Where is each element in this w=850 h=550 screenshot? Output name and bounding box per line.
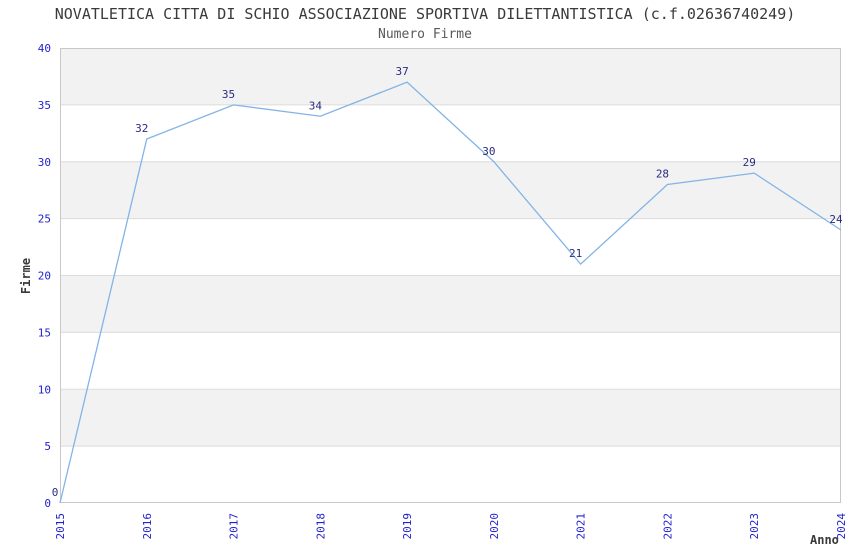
x-tick-label: 2018: [314, 513, 327, 540]
data-point-label: 34: [309, 99, 323, 112]
grid-band: [60, 161, 841, 219]
y-tick-label: 40: [38, 42, 51, 55]
data-point-label: 21: [569, 247, 582, 260]
y-tick-label: 0: [44, 497, 51, 510]
line-series: [59, 81, 842, 504]
data-point-label: 28: [656, 168, 669, 181]
y-axis-title: Firme: [19, 257, 34, 295]
grid-band: [60, 389, 841, 447]
grid-band: [60, 218, 841, 276]
chart-title: NOVATLETICA CITTA DI SCHIO ASSOCIAZIONE …: [54, 5, 796, 23]
x-tick-label: 2019: [401, 513, 414, 540]
data-point-label: 35: [222, 88, 235, 101]
y-tick-label: 25: [38, 213, 51, 226]
x-tick-label: 2022: [661, 513, 674, 540]
data-point-label: 24: [829, 213, 843, 226]
x-tick-label: 2015: [54, 513, 67, 540]
grid-band: [60, 104, 841, 162]
y-tick-label: 5: [44, 440, 51, 453]
y-tick-label: 10: [38, 383, 51, 396]
y-tick-label: 15: [38, 326, 51, 339]
x-tick-label: 2017: [228, 513, 241, 540]
grid-band: [60, 275, 841, 333]
grid-band: [60, 332, 841, 390]
plot-border: [60, 48, 841, 503]
plot-area: 0 32 35 34 37 30 21 28 29 24 0 5 10 15 20 25 30 35 40 2015 2…: [38, 42, 848, 540]
x-axis-title: Anno: [810, 533, 839, 547]
chart-subtitle: Numero Firme: [378, 27, 472, 42]
data-point-label: 0: [52, 486, 59, 499]
data-point-label: 29: [743, 156, 756, 169]
x-tick-label: 2023: [748, 513, 761, 540]
y-tick-label: 30: [38, 156, 51, 169]
x-tick-label: 2024: [835, 513, 848, 540]
grid-band: [60, 446, 841, 503]
data-point-label: 37: [395, 65, 408, 78]
x-tick-label: 2020: [488, 513, 501, 540]
data-point-label: 30: [482, 145, 495, 158]
x-tick-label: 2021: [575, 513, 588, 540]
x-tick-label: 2016: [141, 513, 154, 540]
grid-band: [60, 48, 841, 105]
data-point-label: 32: [135, 122, 148, 135]
y-tick-label: 20: [38, 270, 51, 283]
y-tick-label: 35: [38, 99, 51, 112]
